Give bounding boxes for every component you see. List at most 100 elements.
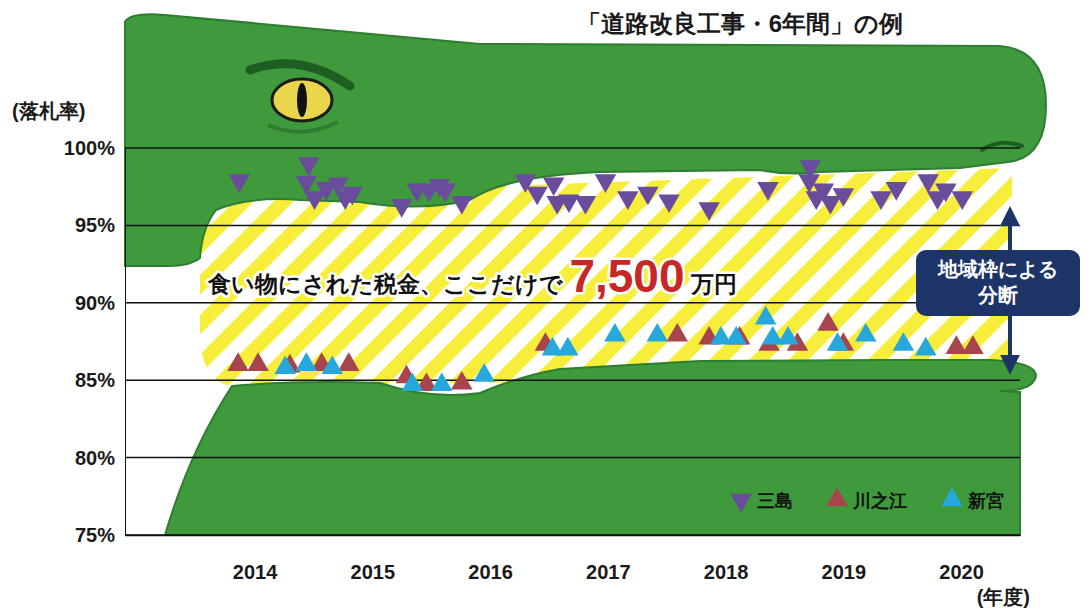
point [658,194,679,213]
crocodile-upper-jaw [125,14,1046,266]
point [402,372,423,391]
grid-line [125,379,1020,381]
annotation-amount: 7,500 [569,250,684,302]
point [296,352,317,371]
point [431,372,452,391]
y-tick: 80% [75,447,125,469]
x-tick-label: 2016 [468,561,513,583]
legend-label: 新宮 [967,491,1004,511]
x-tick-label: 2017 [586,561,631,583]
point [227,352,248,371]
point [595,174,616,193]
legend-symbol [730,494,751,513]
legend-symbol [826,488,847,507]
legend: 三島 川之江 新宮 [730,488,1004,513]
point [543,177,564,196]
point [820,196,841,215]
x-tick-label: 2014 [233,561,278,583]
point [755,306,776,325]
annotation-text: 食い物にされた税金、ここだけで [207,271,569,297]
point [870,191,891,210]
callout-line: 地域枠による [937,258,1058,280]
series [227,312,983,391]
grid-line [125,225,1020,227]
point [298,157,319,176]
annotation: 食い物にされた税金、ここだけで 7,500 万円 [207,250,737,302]
callout-box: 地域枠による分断 [916,250,1080,316]
y-axis: 75% 80% 85% 90% 95% 100% [64,137,126,546]
crocodile-nostril [982,143,1022,150]
x-tick-label: 2018 [704,561,749,583]
grid-line [125,302,1020,304]
point [962,335,983,354]
point [451,371,472,390]
series [274,306,936,391]
y-axis-title: (落札率) [12,100,85,122]
x-axis-title: (年度) [977,586,1030,608]
point [667,323,688,342]
callout-line: 分断 [977,284,1018,306]
y-tick: 100% [64,137,125,159]
point [274,355,295,374]
legend-item: 川之江 [826,488,907,511]
point [777,326,798,345]
point [473,363,494,382]
callout-background [916,250,1080,316]
y-axis-line [125,149,126,536]
legend-label: 川之江 [852,491,907,511]
grid-line [125,147,1020,149]
x-tick: 2018 [704,535,749,583]
grid [125,148,1020,535]
x-axis: 2014 2015 2016 2017 2018 2019 2020 [126,535,1021,583]
point [342,187,363,206]
point [604,323,625,342]
y-tick-label: 80% [75,447,115,469]
x-tick: 2017 [586,535,631,583]
y-tick-label: 75% [75,524,115,546]
point [338,352,359,371]
y-tick: 90% [75,292,125,314]
grid-line [125,457,1020,459]
title: 「道路改良工事・6年間」の例 [577,10,903,37]
x-tick: 2016 [468,535,513,583]
x-tick: 2015 [351,535,396,583]
point [886,182,907,201]
x-axis-line [126,535,1021,537]
annotation-text: 万円 [685,271,737,297]
series [228,157,973,221]
point [833,188,854,207]
callout-text: 地域枠による分断 [937,258,1058,306]
x-tick-label: 2020 [939,561,984,583]
y-tick-label: 95% [75,214,115,236]
y-tick-label: 100% [64,137,115,159]
point [322,355,343,374]
point [952,191,973,210]
point [893,332,914,351]
point [855,323,876,342]
point [915,337,936,356]
y-tick: 95% [75,214,125,236]
point [757,182,778,201]
y-tick-label: 90% [75,292,115,314]
crocodile-pupil [297,83,307,117]
point [451,196,472,215]
point [557,337,578,356]
crocodile-eye [272,79,332,121]
background [0,0,1091,612]
y-tick-label: 85% [75,369,115,391]
point [526,187,547,206]
legend-symbol [941,488,962,507]
point [304,191,325,210]
crocodile-eye-shade [268,122,338,132]
point [817,312,838,331]
point [637,187,658,206]
chart: 75%80%85%90%95%100%201420152016201720182… [0,0,1091,612]
crocodile [125,14,1046,535]
point [391,199,412,218]
point [827,332,848,351]
x-tick-label: 2019 [822,561,867,583]
point [617,191,638,210]
legend-label: 三島 [757,491,793,511]
point [647,323,668,342]
point [575,196,596,215]
